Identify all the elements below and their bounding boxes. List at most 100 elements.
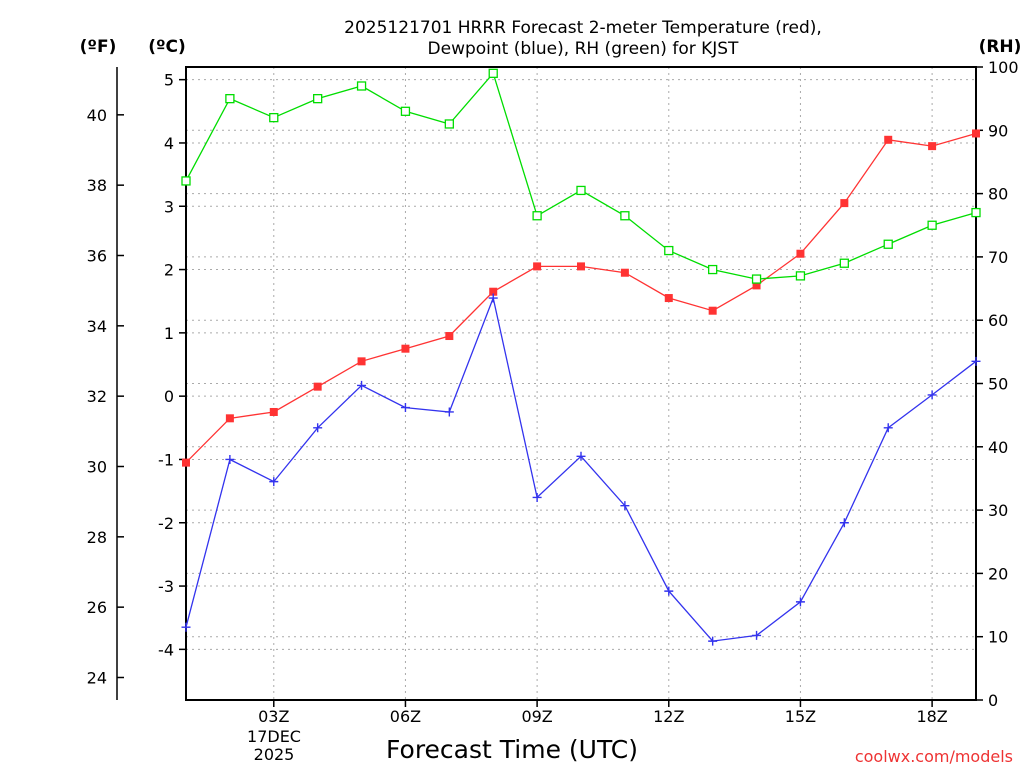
- date-label-day: 17DEC: [247, 727, 301, 746]
- x-tick-label: 18Z: [916, 707, 947, 726]
- dewpoint-point: [532, 492, 542, 502]
- rh-point: [313, 94, 323, 104]
- temperature-point: [840, 199, 849, 208]
- celsius-tick-label: -3: [158, 577, 174, 596]
- rh-point: [751, 274, 762, 284]
- dewpoint-point: [752, 630, 762, 640]
- rh-tick-label: 90: [988, 121, 1008, 140]
- fahrenheit-tick-label: 28: [87, 528, 107, 547]
- gridlines: [186, 66, 976, 701]
- rh-point: [269, 112, 279, 123]
- data-series: [181, 68, 981, 646]
- fahrenheit-tick-label: 24: [87, 668, 107, 687]
- fahrenheit-tick-label: 40: [87, 106, 107, 125]
- temperature-line: [185, 132, 977, 464]
- rh-point: [488, 68, 498, 78]
- temperature-point: [664, 294, 673, 303]
- rh-point: [839, 258, 849, 268]
- axes: 03Z 06Z 09Z 12Z 15Z 18Z543210-1-2-3-410090807…: [87, 58, 1019, 726]
- celsius-tick-label: 5: [164, 71, 174, 90]
- rh-point: [532, 211, 542, 221]
- dewpoint-point: [883, 423, 893, 433]
- dewpoint-point: [576, 451, 586, 461]
- dewpoint-point: [444, 407, 454, 417]
- x-axis-title: Forecast Time (UTC): [386, 735, 638, 764]
- dewpoint-line: [185, 295, 977, 642]
- x-tick-label: 09Z: [521, 707, 552, 726]
- temperature-point: [752, 281, 761, 290]
- celsius-axis-label: (ºC): [148, 37, 186, 57]
- rh-point: [927, 220, 937, 230]
- dewpoint-point: [181, 622, 191, 632]
- rh-tick-label: 30: [988, 501, 1008, 520]
- rh-point: [620, 211, 630, 221]
- fahrenheit-tick-label: 26: [87, 598, 107, 617]
- dewpoint-point: [225, 454, 235, 464]
- fahrenheit-axis-label: (ºF): [80, 37, 117, 57]
- celsius-tick-label: 1: [164, 324, 174, 343]
- dewpoint-point: [357, 380, 367, 390]
- dewpoint-point: [708, 636, 718, 646]
- x-tick-label: 03Z: [258, 707, 289, 726]
- temperature-point: [489, 287, 498, 296]
- rh-tick-label: 80: [988, 185, 1008, 204]
- rh-tick-label: 40: [988, 438, 1008, 457]
- rh-tick-label: 60: [988, 311, 1008, 330]
- rh-axis-label: (RH): [979, 37, 1022, 57]
- dewpoint-point: [927, 390, 937, 400]
- celsius-tick-label: 3: [164, 197, 174, 216]
- temperature-point: [225, 414, 234, 423]
- fahrenheit-tick-label: 34: [87, 317, 107, 336]
- dewpoint-point: [795, 597, 805, 607]
- dewpoint-point: [620, 501, 630, 511]
- rh-point: [576, 185, 586, 196]
- rh-series: [181, 68, 981, 284]
- temperature-point: [884, 135, 893, 144]
- rh-point: [400, 106, 411, 116]
- temperature-point: [445, 332, 454, 341]
- celsius-tick-label: -4: [158, 640, 174, 659]
- credit-link[interactable]: coolwx.com/models: [855, 747, 1013, 766]
- rh-tick-label: 50: [988, 375, 1008, 394]
- temperature-point: [708, 306, 717, 315]
- temperature-point: [357, 357, 366, 366]
- rh-point: [356, 81, 367, 91]
- celsius-tick-label: 0: [164, 387, 174, 406]
- chart-title-line1: 2025121701 HRRR Forecast 2-meter Tempera…: [344, 18, 822, 38]
- dewpoint-point: [664, 586, 674, 596]
- x-tick-label: 06Z: [390, 707, 421, 726]
- temperature-point: [620, 268, 629, 277]
- rh-point: [225, 94, 235, 104]
- date-label-year: 2025: [254, 745, 295, 764]
- fahrenheit-tick-label: 38: [87, 176, 107, 195]
- celsius-tick-label: 4: [164, 134, 174, 153]
- dewpoint-point: [269, 477, 279, 487]
- rh-point: [708, 264, 718, 275]
- x-tick-label: 15Z: [785, 707, 816, 726]
- fahrenheit-tick-label: 30: [87, 457, 107, 476]
- rh-point: [444, 119, 454, 129]
- dewpoint-point: [488, 293, 498, 303]
- rh-point: [883, 239, 893, 249]
- temperature-point: [928, 142, 937, 151]
- temperature-point: [313, 382, 322, 391]
- dewpoint-point: [400, 403, 410, 413]
- rh-point: [971, 207, 981, 218]
- rh-tick-label: 70: [988, 248, 1008, 267]
- rh-tick-label: 100: [988, 58, 1019, 77]
- chart-title-line2: Dewpoint (blue), RH (green) for KJST: [428, 39, 740, 59]
- celsius-tick-label: 2: [164, 261, 174, 280]
- temperature-point: [972, 129, 980, 138]
- dewpoint-series: [181, 293, 981, 646]
- celsius-tick-label: -1: [158, 450, 174, 469]
- celsius-tick-label: -2: [158, 514, 174, 533]
- dewpoint-point: [971, 356, 981, 366]
- rh-tick-label: 10: [988, 628, 1008, 647]
- plot-frame: [185, 66, 977, 701]
- fahrenheit-tick-label: 32: [87, 387, 107, 406]
- temperature-point: [401, 344, 410, 353]
- temperature-point: [269, 407, 278, 416]
- x-tick-label: 12Z: [653, 707, 684, 726]
- rh-tick-label: 0: [988, 691, 998, 710]
- temperature-point: [533, 262, 542, 271]
